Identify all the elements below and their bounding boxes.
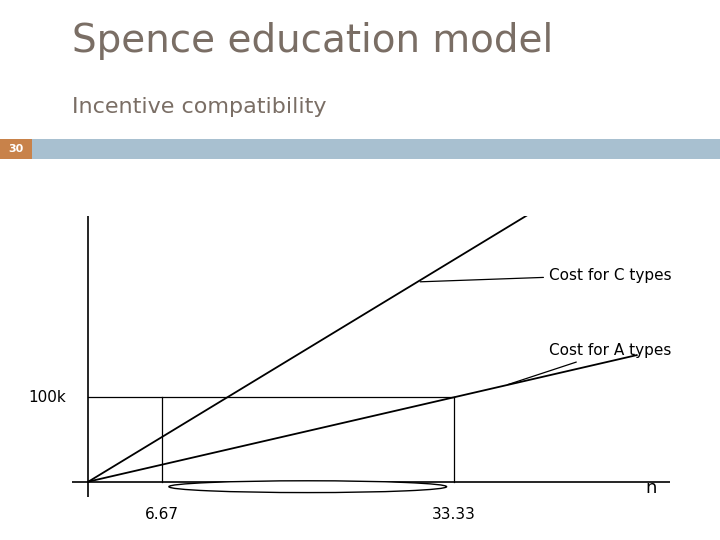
- Text: 100k: 100k: [29, 390, 66, 405]
- Ellipse shape: [169, 481, 446, 492]
- Text: 30: 30: [8, 144, 24, 154]
- Text: Incentive compatibility: Incentive compatibility: [72, 97, 326, 117]
- Text: n: n: [645, 480, 657, 497]
- Text: Cost for C types: Cost for C types: [420, 267, 672, 282]
- Text: Cost for A types: Cost for A types: [508, 343, 671, 384]
- Text: Spence education model: Spence education model: [72, 22, 553, 59]
